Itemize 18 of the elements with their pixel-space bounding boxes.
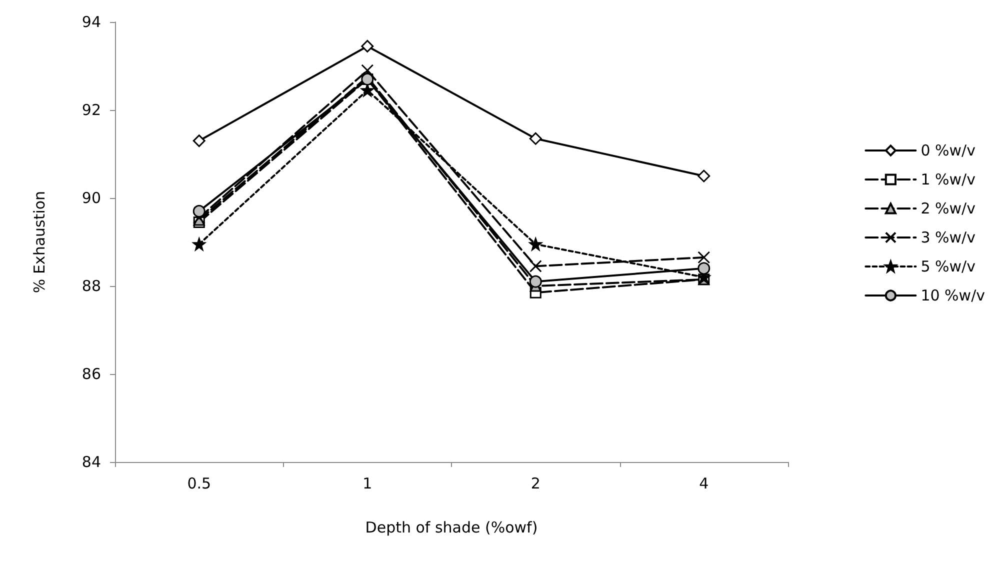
x-tick-label: 2 [530, 474, 540, 492]
legend-label: 0 %w/v [920, 142, 976, 160]
y-tick-label: 86 [82, 365, 101, 383]
y-axis-title: % Exhaustion [30, 190, 48, 294]
y-tick-label: 84 [82, 453, 101, 471]
x-tick-label: 0.5 [187, 474, 212, 492]
y-tick-label: 88 [82, 277, 101, 295]
legend-label: 10 %w/v [920, 286, 986, 304]
x-tick-label: 1 [362, 474, 372, 492]
x-tick-label: 4 [699, 474, 709, 492]
legend-label: 2 %w/v [920, 200, 976, 218]
x-axis-title: Depth of shade (%owf) [365, 518, 538, 536]
legend-label: 1 %w/v [920, 170, 976, 188]
y-tick-label: 92 [82, 101, 101, 119]
legend-label: 5 %w/v [920, 258, 976, 276]
y-tick-label: 90 [82, 189, 101, 207]
legend-label: 3 %w/v [920, 228, 976, 246]
y-tick-label: 94 [82, 13, 101, 31]
